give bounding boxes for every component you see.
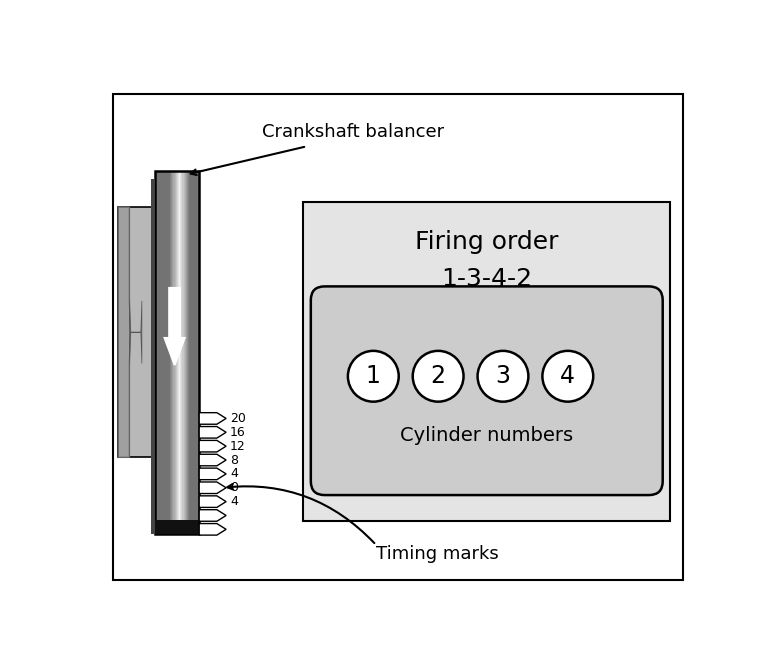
Text: 3: 3 [496,364,510,388]
Circle shape [413,351,464,402]
Bar [185,171,186,534]
Text: Firing order: Firing order [415,229,559,253]
Bar [303,201,671,521]
Bar [118,207,153,458]
Text: Crankshaft balancer: Crankshaft balancer [262,123,444,141]
Polygon shape [118,207,131,458]
Polygon shape [199,426,226,438]
Polygon shape [199,524,226,535]
Text: 16: 16 [230,426,246,439]
Bar [176,171,177,534]
Text: 8: 8 [230,454,238,466]
Polygon shape [199,510,226,521]
Bar [167,171,169,534]
Bar [179,171,181,534]
Bar [172,171,174,534]
Bar [160,171,162,534]
Bar [177,171,179,534]
Bar [175,171,176,534]
Bar [155,520,199,534]
Polygon shape [199,468,226,480]
Bar [155,171,156,534]
Bar [197,171,199,534]
Bar [193,171,195,534]
Circle shape [348,351,399,402]
Bar [155,171,158,534]
Circle shape [542,351,593,402]
Text: 0: 0 [230,482,238,494]
Bar [195,171,197,534]
Bar [178,171,179,534]
Bar [171,171,173,534]
Bar [155,171,199,534]
Bar [169,171,171,534]
Polygon shape [199,440,226,452]
Bar [187,171,189,534]
Text: 12: 12 [230,440,246,453]
Bar [161,171,163,534]
Bar [159,171,161,534]
Bar [190,171,192,534]
Circle shape [478,351,528,402]
Bar [165,171,166,534]
Text: Cylinder numbers: Cylinder numbers [400,426,573,446]
Polygon shape [199,496,226,508]
Bar [162,171,164,534]
Bar [157,171,159,534]
Bar [186,171,187,534]
Bar [193,171,194,534]
Bar [152,179,155,534]
Polygon shape [130,301,142,364]
Text: 1-3-4-2: 1-3-4-2 [441,267,532,291]
Text: 1: 1 [366,364,381,388]
Polygon shape [199,482,226,494]
Polygon shape [199,454,226,466]
Bar [170,171,172,534]
Polygon shape [199,413,226,424]
FancyBboxPatch shape [311,286,663,495]
Text: Timing marks: Timing marks [377,546,500,564]
Text: 20: 20 [230,412,246,425]
Bar [166,171,167,534]
Text: 4: 4 [230,495,238,508]
Bar [196,171,197,534]
Bar [173,171,176,534]
Bar [168,171,169,534]
Bar [189,171,191,534]
Bar [183,171,184,534]
Bar [158,171,159,534]
Bar [198,171,200,534]
Bar [181,171,183,534]
Polygon shape [165,288,185,365]
Bar [183,171,185,534]
Bar [188,171,190,534]
Bar [180,171,182,534]
Text: 4: 4 [560,364,575,388]
Text: 4: 4 [230,468,238,480]
Text: 2: 2 [430,364,446,388]
Bar [191,171,193,534]
Bar [163,171,166,534]
